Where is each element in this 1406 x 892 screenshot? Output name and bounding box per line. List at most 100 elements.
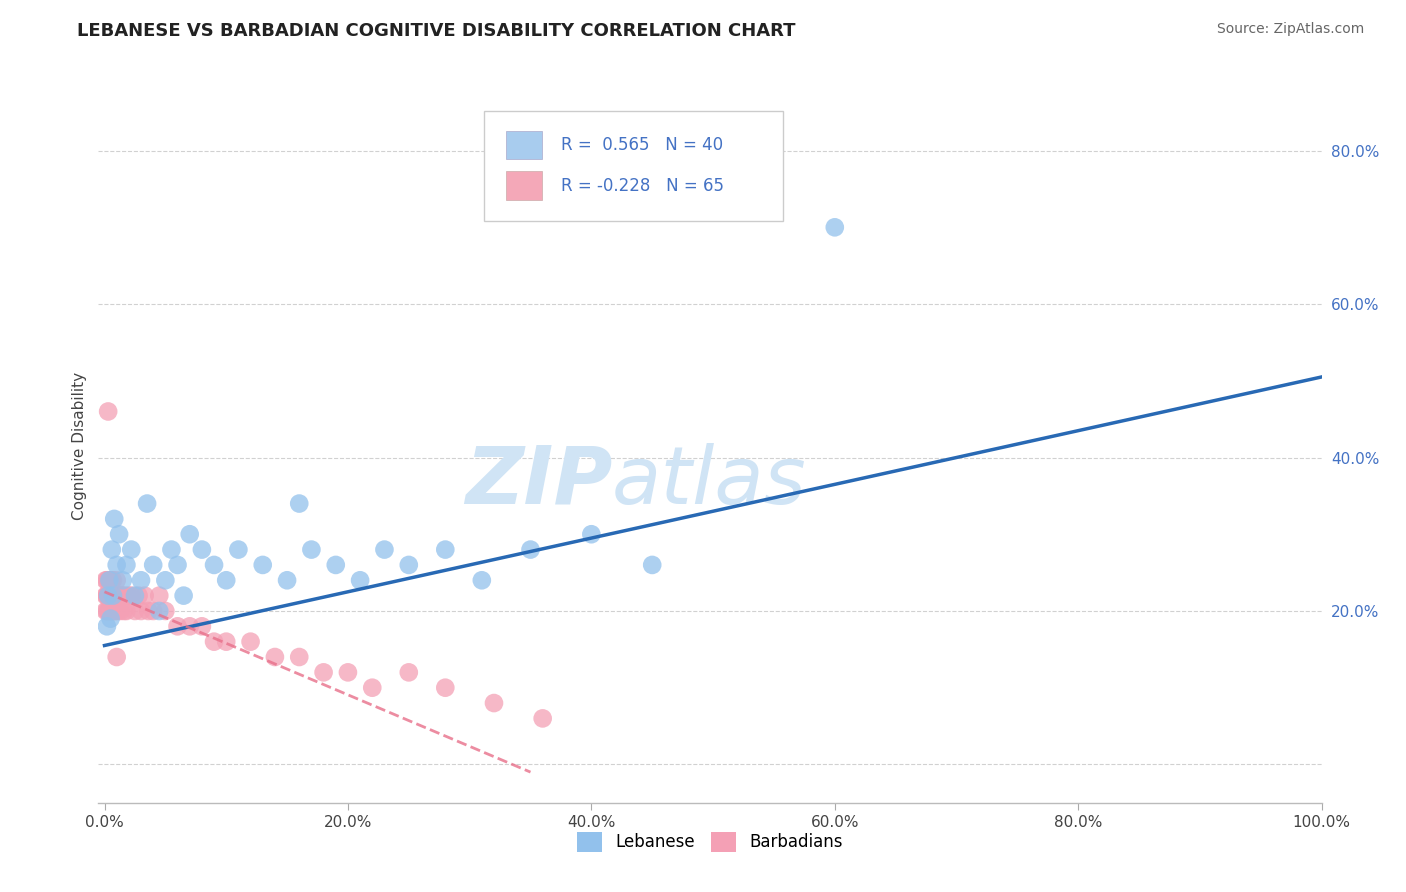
Point <box>110 589 132 603</box>
Point <box>173 589 195 603</box>
Point <box>104 604 127 618</box>
Point <box>252 558 274 572</box>
Point <box>94 589 117 603</box>
Point <box>118 589 141 603</box>
Point <box>96 604 118 618</box>
Point <box>101 574 124 588</box>
Point <box>96 574 118 588</box>
Point <box>264 650 287 665</box>
Point <box>142 604 165 618</box>
Point <box>97 589 120 603</box>
Point <box>288 650 311 665</box>
Point <box>100 574 122 588</box>
Point <box>155 604 177 618</box>
Point <box>97 574 120 588</box>
Point <box>191 542 214 557</box>
Point <box>112 604 135 618</box>
Point <box>101 589 124 603</box>
Point <box>103 589 125 603</box>
Point <box>101 542 124 557</box>
Point <box>202 558 225 572</box>
Point <box>136 604 159 618</box>
Point <box>105 558 128 572</box>
Point <box>111 574 134 588</box>
Point <box>103 512 125 526</box>
Point <box>105 650 128 665</box>
Text: LEBANESE VS BARBADIAN COGNITIVE DISABILITY CORRELATION CHART: LEBANESE VS BARBADIAN COGNITIVE DISABILI… <box>77 22 796 40</box>
FancyBboxPatch shape <box>506 130 543 159</box>
Point <box>531 711 554 725</box>
Point <box>100 612 122 626</box>
Point <box>215 634 238 648</box>
Point <box>94 574 117 588</box>
Point <box>108 589 131 603</box>
Point <box>101 604 124 618</box>
Legend: Lebanese, Barbadians: Lebanese, Barbadians <box>571 825 849 859</box>
Point <box>98 604 121 618</box>
Point <box>107 604 129 618</box>
Point <box>105 574 128 588</box>
Point <box>120 542 142 557</box>
Point <box>824 220 846 235</box>
Point <box>103 604 125 618</box>
Point <box>110 604 132 618</box>
Point <box>101 589 124 603</box>
Point <box>100 589 122 603</box>
Y-axis label: Cognitive Disability: Cognitive Disability <box>72 372 87 520</box>
Point <box>104 589 127 603</box>
Text: Source: ZipAtlas.com: Source: ZipAtlas.com <box>1216 22 1364 37</box>
Point <box>129 574 152 588</box>
Point <box>148 589 170 603</box>
Point <box>398 558 420 572</box>
Point <box>148 604 170 618</box>
Point <box>97 589 120 603</box>
Point <box>166 619 188 633</box>
Point <box>434 681 457 695</box>
Point <box>160 542 183 557</box>
Point <box>100 604 122 618</box>
Point <box>101 574 124 588</box>
Point <box>581 527 603 541</box>
Point <box>98 589 121 603</box>
Point <box>325 558 347 572</box>
Point <box>166 558 188 572</box>
Point <box>312 665 335 680</box>
Point <box>641 558 664 572</box>
Text: R = -0.228   N = 65: R = -0.228 N = 65 <box>561 177 724 194</box>
Point <box>155 574 177 588</box>
FancyBboxPatch shape <box>484 111 783 221</box>
Point <box>108 527 131 541</box>
Point <box>129 604 152 618</box>
Point <box>288 497 311 511</box>
Text: atlas: atlas <box>612 442 807 521</box>
Point <box>98 574 121 588</box>
Point <box>215 574 238 588</box>
Point <box>124 589 146 603</box>
Point <box>134 589 156 603</box>
Point <box>239 634 262 648</box>
Point <box>101 589 124 603</box>
Point <box>299 542 322 557</box>
Point <box>97 589 120 603</box>
Point <box>191 619 214 633</box>
Point <box>94 604 117 618</box>
Point <box>471 574 494 588</box>
Point <box>115 604 138 618</box>
Point <box>373 542 395 557</box>
Text: R =  0.565   N = 40: R = 0.565 N = 40 <box>561 136 723 153</box>
Point <box>336 665 359 680</box>
Point <box>228 542 250 557</box>
Point <box>179 527 201 541</box>
Point <box>136 497 159 511</box>
Point <box>114 589 136 603</box>
Point <box>142 558 165 572</box>
Point <box>179 619 201 633</box>
Point <box>128 589 150 603</box>
Point <box>120 589 142 603</box>
Point <box>96 619 118 633</box>
Point <box>101 604 124 618</box>
Point <box>98 589 121 603</box>
Point <box>276 574 298 588</box>
Point <box>434 542 457 557</box>
Point <box>124 604 146 618</box>
